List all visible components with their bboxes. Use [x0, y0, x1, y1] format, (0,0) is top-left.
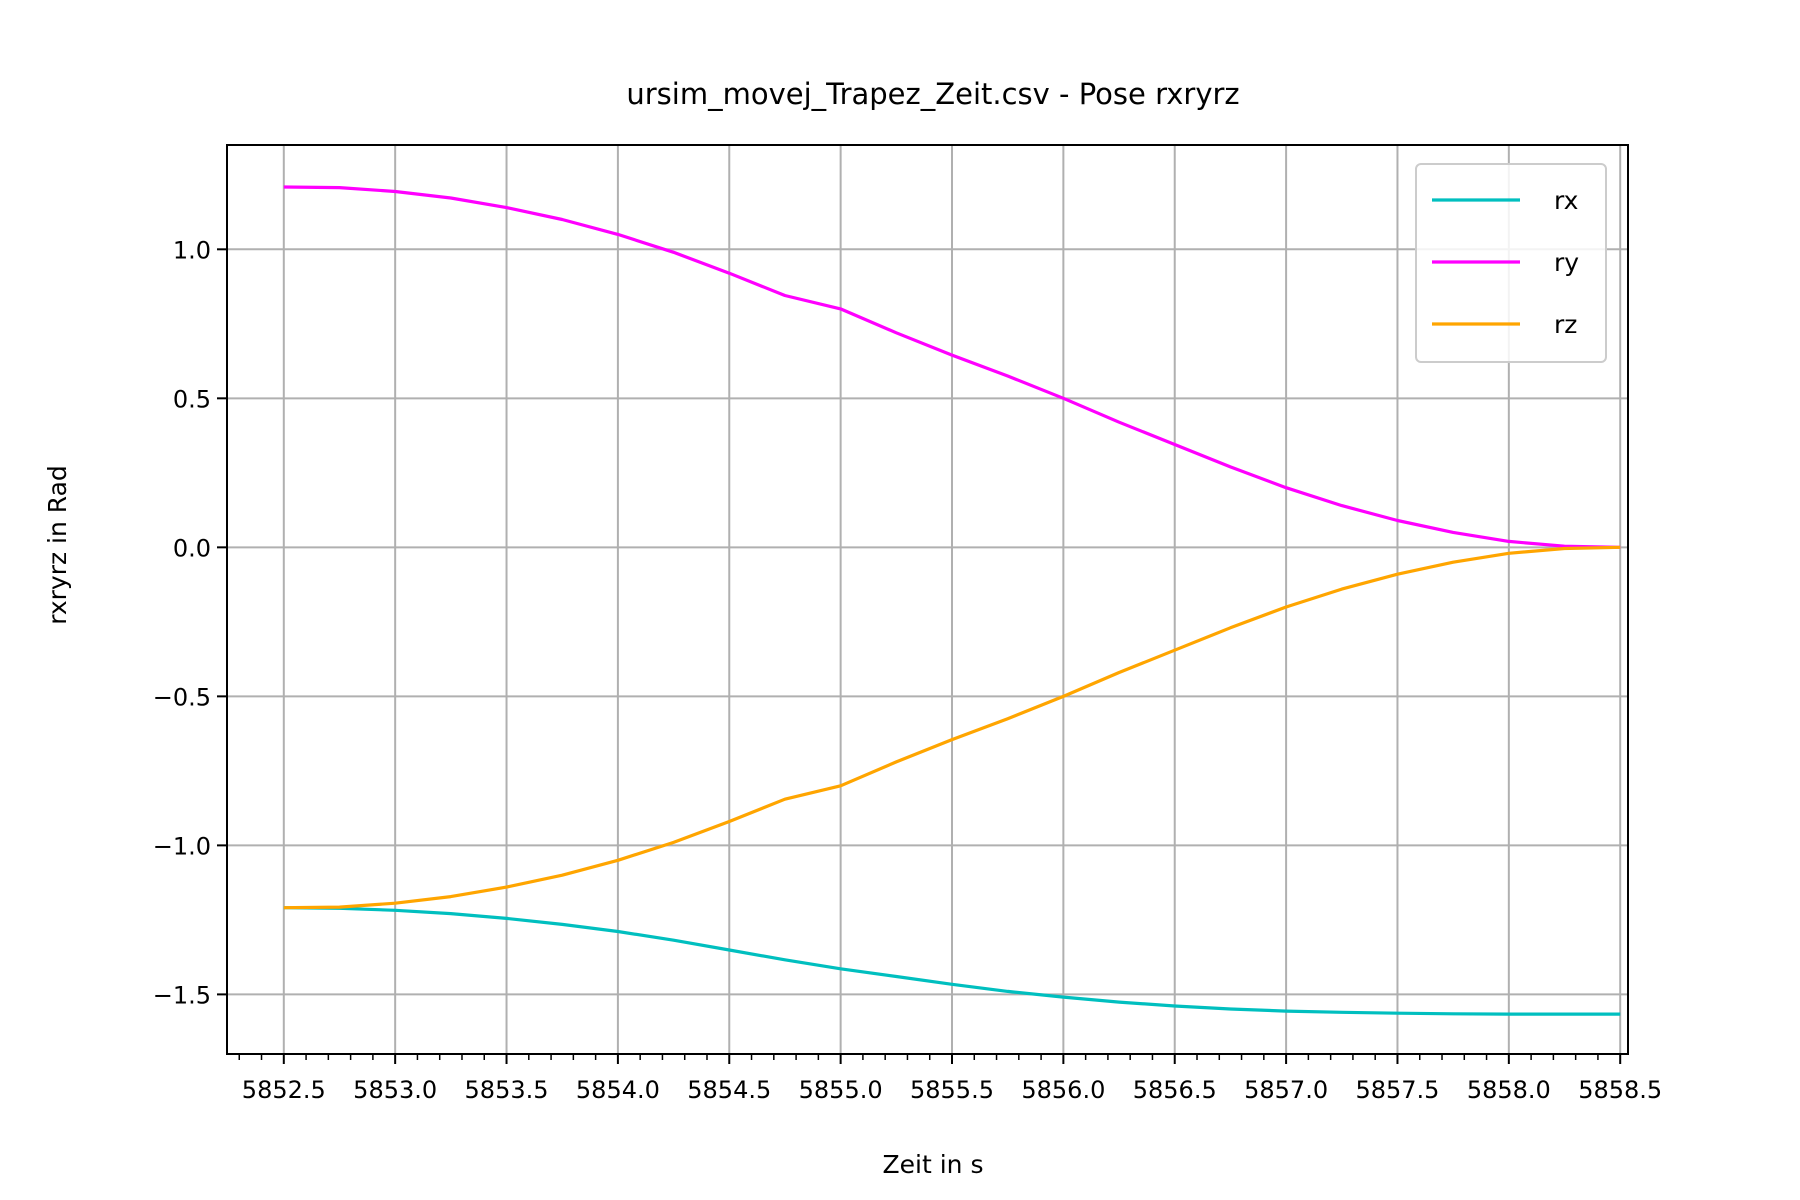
axes-frame	[226, 144, 1629, 1055]
x-axis: 5852.5 5853.0 5853.5 5854.0 5854.5 5855.0 5855…	[238, 1054, 1662, 1104]
y-tick-label: 0.5	[173, 385, 211, 413]
series-line-ry	[283, 185, 1621, 549]
y-tick-label: 0.0	[173, 534, 211, 562]
y-axis-label: rxryrz in Rad	[43, 465, 72, 625]
x-tick-label: 5858.0	[1467, 1076, 1551, 1104]
y-tick-label: −1.5	[153, 981, 211, 1009]
plot-area	[283, 185, 1621, 1016]
legend-label-rz: rz	[1554, 310, 1577, 339]
y-axis: 1.0 0.5 0.0 −0.5 −1.0 −1.5	[153, 236, 227, 1009]
x-tick-label: 5857.0	[1244, 1076, 1328, 1104]
x-tick-label: 5856.5	[1133, 1076, 1217, 1104]
x-tick-label: 5852.5	[242, 1076, 326, 1104]
x-tick-label: 5854.0	[576, 1076, 660, 1104]
y-tick-label: −1.0	[153, 832, 211, 860]
x-tick-label: 5855.0	[799, 1076, 883, 1104]
chart-title: ursim_movej_Trapez_Zeit.csv - Pose rxryr…	[626, 77, 1239, 111]
x-tick-label: 5857.5	[1355, 1076, 1439, 1104]
x-tick-label: 5854.5	[687, 1076, 771, 1104]
legend-label-ry: ry	[1554, 248, 1579, 277]
series-line-rx	[283, 906, 1621, 1016]
x-axis-label: Zeit in s	[883, 1150, 984, 1179]
x-tick-label: 5853.5	[465, 1076, 549, 1104]
x-tick-label: 5853.0	[353, 1076, 437, 1104]
x-tick-label: 5858.5	[1578, 1076, 1662, 1104]
legend: rx ry rz	[1415, 163, 1607, 363]
y-tick-label: 1.0	[173, 236, 211, 264]
legend-label-rx: rx	[1554, 186, 1578, 215]
series-line-rz	[283, 545, 1621, 910]
y-tick-label: −0.5	[153, 683, 211, 711]
x-tick-label: 5855.5	[910, 1076, 994, 1104]
x-tick-label: 5856.0	[1021, 1076, 1105, 1104]
